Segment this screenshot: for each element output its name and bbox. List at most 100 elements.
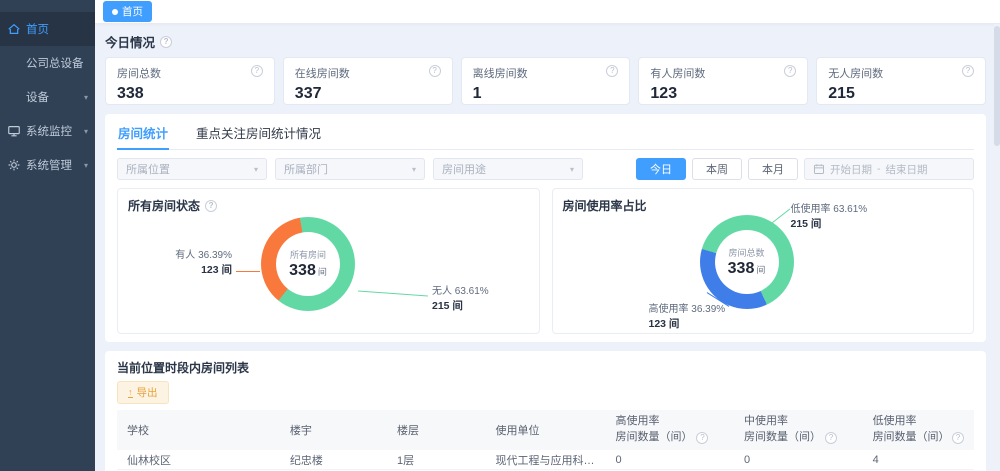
stat-card-label: 无人房间数 xyxy=(828,68,884,80)
room-list-table: 学校 楼宇 楼层 使用单位 高使用率 房间数量（间）? 中使用率 房间数量（间）… xyxy=(117,410,974,471)
cell-school: 仙林校区 xyxy=(117,449,280,471)
room-stats-panel: 房间统计 重点关注房间统计情况 所属位置 ▾ 所属部门 ▾ 房间用途 ▾ xyxy=(105,114,986,342)
col-header-line2: 房间数量（间） xyxy=(744,430,822,443)
table-row: 仙林校区 纪忠楼 1层 计算机学院 6 0 11 xyxy=(117,469,974,471)
gear-icon xyxy=(7,158,21,172)
cell-using-unit: 现代工程与应用科学学院 xyxy=(485,449,606,471)
col-header-floor: 楼层 xyxy=(386,410,486,450)
stat-card-total-rooms: 房间总数? 338 xyxy=(105,57,275,105)
question-icon[interactable]: ? xyxy=(606,65,619,77)
tab-key-rooms-stats[interactable]: 重点关注房间统计情况 xyxy=(196,127,322,141)
export-button[interactable]: ↑ 导出 xyxy=(117,381,169,404)
chart-title: 所有房间状态 ? xyxy=(128,197,529,214)
col-header-line1: 中使用率 xyxy=(744,415,789,427)
date-range-picker[interactable]: 开始日期 - 结束日期 xyxy=(804,158,974,180)
donut-center-text: 所有房间 338 间 xyxy=(276,232,340,296)
stat-card-online-rooms: 在线房间数? 337 xyxy=(282,57,453,105)
table-row: 仙林校区 纪忠楼 1层 现代工程与应用科学学院 0 0 4 xyxy=(117,449,974,471)
sidebar-item-devices[interactable]: 设备 ▾ xyxy=(0,80,95,114)
calendar-icon xyxy=(813,163,825,175)
slice-count-text: 215 间 xyxy=(790,217,822,230)
stat-card-value: 337 xyxy=(294,85,322,102)
room-usage-select[interactable]: 房间用途 ▾ xyxy=(433,158,583,180)
question-icon[interactable]: ? xyxy=(696,431,709,444)
chevron-down-icon: ▾ xyxy=(83,92,88,102)
chart-title-text: 所有房间状态 xyxy=(128,199,201,213)
this-month-button[interactable]: 本月 xyxy=(748,158,798,180)
col-header-line2: 房间数量（间） xyxy=(615,430,693,443)
scrollbar-thumb[interactable] xyxy=(994,26,1000,146)
today-button[interactable]: 今日 xyxy=(636,158,686,180)
question-icon[interactable]: ? xyxy=(250,65,263,77)
stat-card-value: 338 xyxy=(117,85,144,102)
sidebar-item-system-admin[interactable]: 系统管理 ▾ xyxy=(0,148,95,182)
slice-count-text: 123 间 xyxy=(201,263,232,276)
question-icon[interactable]: ? xyxy=(428,65,441,77)
cell-building: 纪忠楼 xyxy=(279,469,387,471)
tag-active-dot-icon xyxy=(112,8,118,15)
slice-label-text: 有人 36.39% xyxy=(175,250,232,261)
slice-label-high-usage: 高使用率 36.39% 123 间 xyxy=(649,303,726,331)
question-icon[interactable]: ? xyxy=(205,199,218,212)
department-select[interactable]: 所属部门 ▾ xyxy=(275,158,425,180)
cell-low-usage: 11 xyxy=(862,469,974,471)
stats-tabs: 房间统计 重点关注房间统计情况 xyxy=(117,120,974,150)
col-header-school: 学校 xyxy=(117,410,280,450)
charts-row: 所有房间状态 ? 所有房间 338 间 有人 36.39% 123 间 xyxy=(117,188,974,334)
question-icon[interactable]: ? xyxy=(160,35,173,48)
home-icon xyxy=(7,22,21,36)
slice-label-vacant: 无人 63.61% 215 间 xyxy=(432,285,489,313)
cell-mid-usage: 0 xyxy=(734,449,863,471)
question-icon[interactable]: ? xyxy=(961,65,974,77)
this-week-button[interactable]: 本周 xyxy=(692,158,742,180)
chevron-down-icon: ▾ xyxy=(253,164,258,174)
location-select[interactable]: 所属位置 ▾ xyxy=(117,158,267,180)
sidebar: 首页 公司总设备 设备 ▾ 系统监控 ▾ 系统管理 ▾ xyxy=(0,0,95,471)
label-connector-line xyxy=(358,290,428,297)
stat-card-label: 在线房间数 xyxy=(294,68,350,80)
sidebar-item-label: 系统监控 xyxy=(26,126,72,138)
monitor-icon xyxy=(7,124,21,138)
select-placeholder: 所属位置 xyxy=(126,164,170,176)
cell-building: 纪忠楼 xyxy=(279,449,387,471)
question-icon[interactable]: ? xyxy=(952,431,964,444)
col-header-high-usage: 高使用率 房间数量（间）? xyxy=(605,410,735,450)
sidebar-item-home[interactable]: 首页 xyxy=(0,12,95,46)
room-list-title: 当前位置时段内房间列表 xyxy=(117,361,250,375)
cell-school: 仙林校区 xyxy=(117,469,280,471)
vertical-scrollbar[interactable] xyxy=(994,24,1000,471)
chevron-down-icon: ▾ xyxy=(83,160,88,170)
donut-center-value: 338 xyxy=(289,262,316,279)
col-header-line1: 低使用率 xyxy=(872,415,917,427)
today-section-title: 今日情况 ? xyxy=(105,32,986,51)
question-icon[interactable]: ? xyxy=(825,431,838,444)
date-start-placeholder: 开始日期 xyxy=(830,163,872,176)
main-area: 首页 今日情况 ? 房间总数? 338 在线房间数? 337 离线房间数? xyxy=(95,0,1000,471)
slice-label-low-usage: 低使用率 63.61% 215 间 xyxy=(791,203,868,231)
stat-card-value: 215 xyxy=(828,85,855,102)
filter-row: 所属位置 ▾ 所属部门 ▾ 房间用途 ▾ 今日 本周 本月 xyxy=(117,158,974,180)
period-controls: 今日 本周 本月 开始日期 - 结束日期 xyxy=(636,158,974,180)
stat-cards-row: 房间总数? 338 在线房间数? 337 离线房间数? 1 有人房间数? 123… xyxy=(105,57,986,105)
cell-mid-usage: 0 xyxy=(734,469,863,471)
stat-card-label: 房间总数 xyxy=(117,68,161,80)
slice-count-text: 123 间 xyxy=(648,317,680,330)
question-icon[interactable]: ? xyxy=(784,65,797,77)
slice-label-occupied: 有人 36.39% 123 间 xyxy=(138,249,232,277)
select-placeholder: 房间用途 xyxy=(442,164,486,176)
tags-view-bar: 首页 xyxy=(95,0,1000,24)
cell-high-usage: 0 xyxy=(605,449,735,471)
sidebar-item-label: 首页 xyxy=(26,24,49,36)
cell-floor: 1层 xyxy=(386,469,486,471)
col-header-using-unit: 使用单位 xyxy=(485,410,606,450)
tag-home[interactable]: 首页 xyxy=(103,1,152,22)
cell-high-usage: 6 xyxy=(605,469,735,471)
cell-using-unit: 计算机学院 xyxy=(485,469,606,471)
sidebar-item-company-devices[interactable]: 公司总设备 xyxy=(0,46,95,80)
sidebar-item-system-monitor[interactable]: 系统监控 ▾ xyxy=(0,114,95,148)
tab-room-stats[interactable]: 房间统计 xyxy=(117,120,170,150)
stat-card-offline-rooms: 离线房间数? 1 xyxy=(460,57,631,105)
stat-card-vacant-rooms: 无人房间数? 215 xyxy=(816,57,986,105)
col-header-building: 楼宇 xyxy=(279,410,387,450)
donut-center-unit: 间 xyxy=(317,267,327,277)
